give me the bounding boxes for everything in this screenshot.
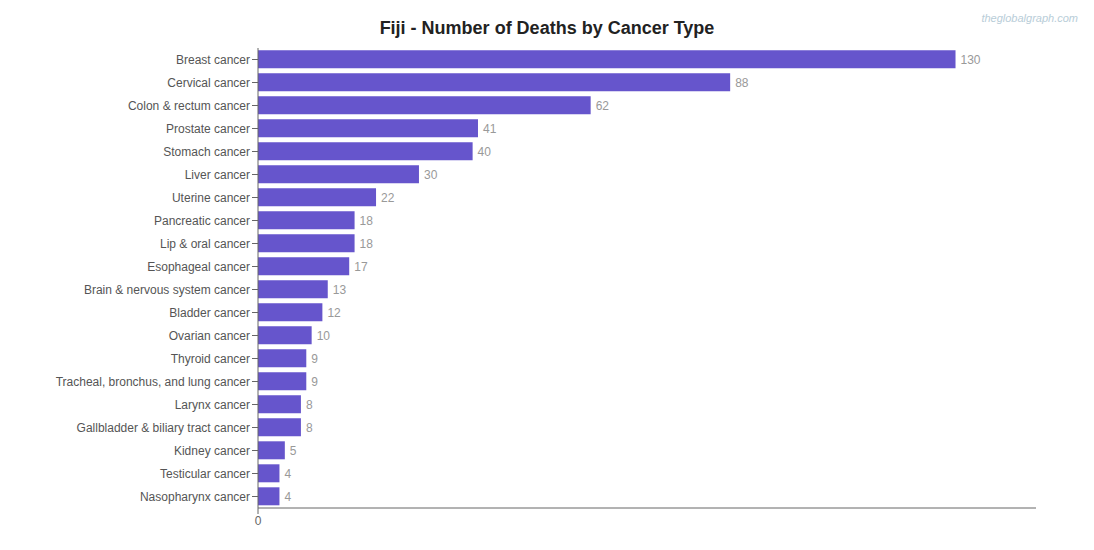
svg-text:Larynx cancer: Larynx cancer bbox=[175, 398, 250, 412]
svg-text:13: 13 bbox=[333, 283, 347, 297]
svg-text:4: 4 bbox=[284, 467, 291, 481]
svg-text:Testicular cancer: Testicular cancer bbox=[160, 467, 250, 481]
svg-text:Tracheal, bronchus, and lung c: Tracheal, bronchus, and lung cancer bbox=[56, 375, 250, 389]
svg-text:Pancreatic cancer: Pancreatic cancer bbox=[154, 214, 250, 228]
svg-text:Nasopharynx cancer: Nasopharynx cancer bbox=[140, 490, 250, 504]
svg-text:22: 22 bbox=[381, 191, 395, 205]
svg-text:18: 18 bbox=[360, 214, 374, 228]
svg-text:40: 40 bbox=[478, 145, 492, 159]
svg-text:8: 8 bbox=[306, 421, 313, 435]
svg-text:12: 12 bbox=[327, 306, 341, 320]
html-text:Fiji - Number of Deaths by Can: Fiji - Number of Deaths by Cancer Type bbox=[379, 18, 715, 38]
svg-text:Bladder cancer: Bladder cancer bbox=[169, 306, 250, 320]
svg-text:8: 8 bbox=[306, 398, 313, 412]
svg-text:Lip & oral cancer: Lip & oral cancer bbox=[160, 237, 250, 251]
svg-text:9: 9 bbox=[311, 352, 318, 366]
svg-text:Stomach cancer: Stomach cancer bbox=[163, 145, 250, 159]
svg-text:0: 0 bbox=[255, 514, 262, 528]
svg-text:Gallbladder & biliary tract ca: Gallbladder & biliary tract cancer bbox=[77, 421, 250, 435]
svg-text:130: 130 bbox=[961, 53, 981, 67]
svg-text:Cervical cancer: Cervical cancer bbox=[167, 76, 250, 90]
svg-text:Liver cancer: Liver cancer bbox=[185, 168, 250, 182]
svg-text:88: 88 bbox=[735, 76, 749, 90]
svg-text:4: 4 bbox=[284, 490, 291, 504]
svg-text:9: 9 bbox=[311, 375, 318, 389]
svg-text:17: 17 bbox=[354, 260, 368, 274]
html-text:theglobalgraph.com: theglobalgraph.com bbox=[981, 12, 1078, 24]
svg-text:10: 10 bbox=[317, 329, 331, 343]
svg-text:Esophageal cancer: Esophageal cancer bbox=[147, 260, 250, 274]
svg-text:Prostate cancer: Prostate cancer bbox=[166, 122, 250, 136]
svg-text:18: 18 bbox=[360, 237, 374, 251]
svg-text:Thyroid cancer: Thyroid cancer bbox=[171, 352, 250, 366]
svg-text:Uterine cancer: Uterine cancer bbox=[172, 191, 250, 205]
svg-text:Colon & rectum cancer: Colon & rectum cancer bbox=[128, 99, 250, 113]
svg-text:5: 5 bbox=[290, 444, 297, 458]
svg-text:30: 30 bbox=[424, 168, 438, 182]
svg-text:Brain & nervous system cancer: Brain & nervous system cancer bbox=[84, 283, 250, 297]
svg-text:Kidney cancer: Kidney cancer bbox=[174, 444, 250, 458]
svg-text:62: 62 bbox=[596, 99, 610, 113]
svg-text:41: 41 bbox=[483, 122, 497, 136]
svg-text:Ovarian cancer: Ovarian cancer bbox=[169, 329, 250, 343]
svg-text:Breast cancer: Breast cancer bbox=[176, 53, 250, 67]
